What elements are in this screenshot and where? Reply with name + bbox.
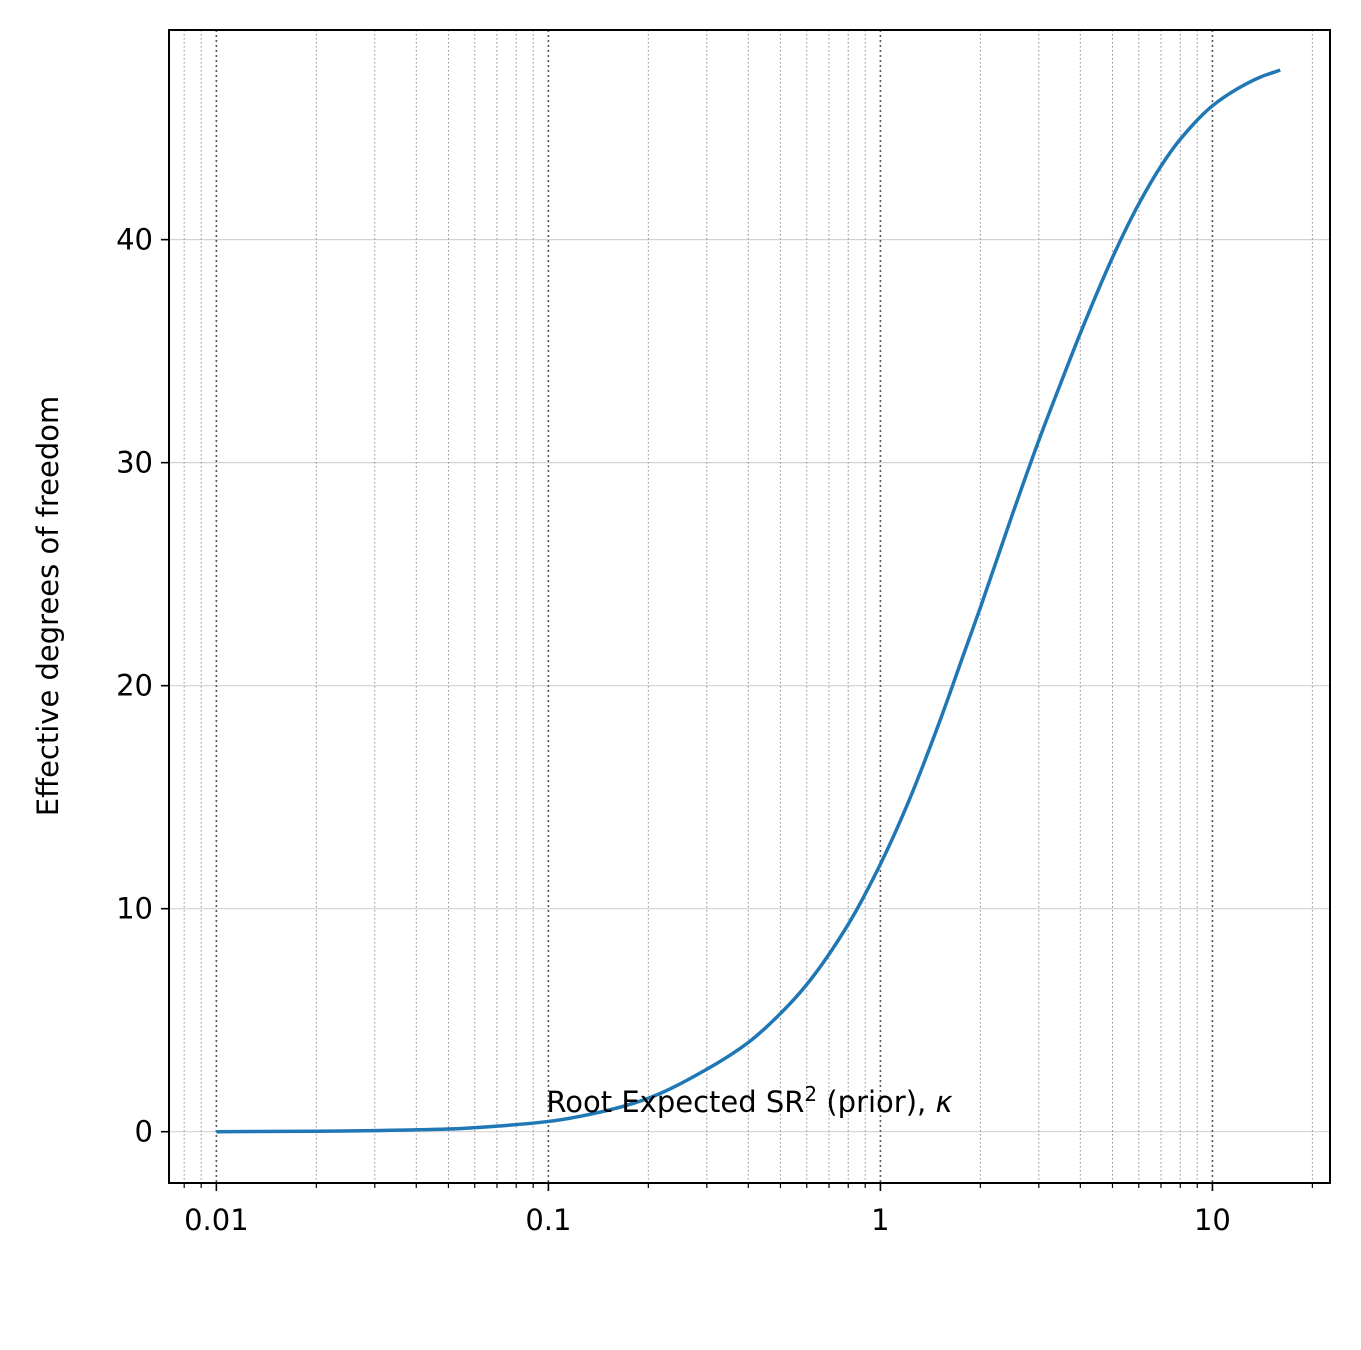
y-axis-label: Effective degrees of freedom	[31, 396, 65, 816]
plot-frame	[168, 29, 1331, 1184]
series-line	[216, 68, 1281, 1134]
x-tick-label: 10	[1194, 1203, 1231, 1237]
y-tick-label: 30	[116, 446, 153, 480]
plot-background	[169, 30, 1330, 1183]
y-tick-label: 20	[116, 669, 153, 703]
tick-layer: 0 10 20 30 40 0.01 0.1 1 10	[116, 223, 1313, 1237]
x-axis-label-rest: (prior),	[817, 1085, 935, 1119]
x-tick-label: 0.1	[525, 1203, 571, 1237]
grid-layer	[169, 30, 1330, 1183]
y-tick-label: 40	[116, 223, 153, 257]
x-axis-label: Root Expected SR2 (prior), κ	[546, 1082, 952, 1119]
x-axis-label-symbol: κ	[935, 1085, 952, 1119]
x-axis-label-sup: 2	[804, 1082, 817, 1106]
x-axis-label-main: Root Expected SR	[546, 1085, 804, 1119]
y-tick-label: 10	[116, 892, 153, 926]
x-tick-label: 0.01	[184, 1203, 249, 1237]
x-tick-label: 1	[871, 1203, 889, 1237]
y-tick-label: 0	[135, 1115, 153, 1149]
